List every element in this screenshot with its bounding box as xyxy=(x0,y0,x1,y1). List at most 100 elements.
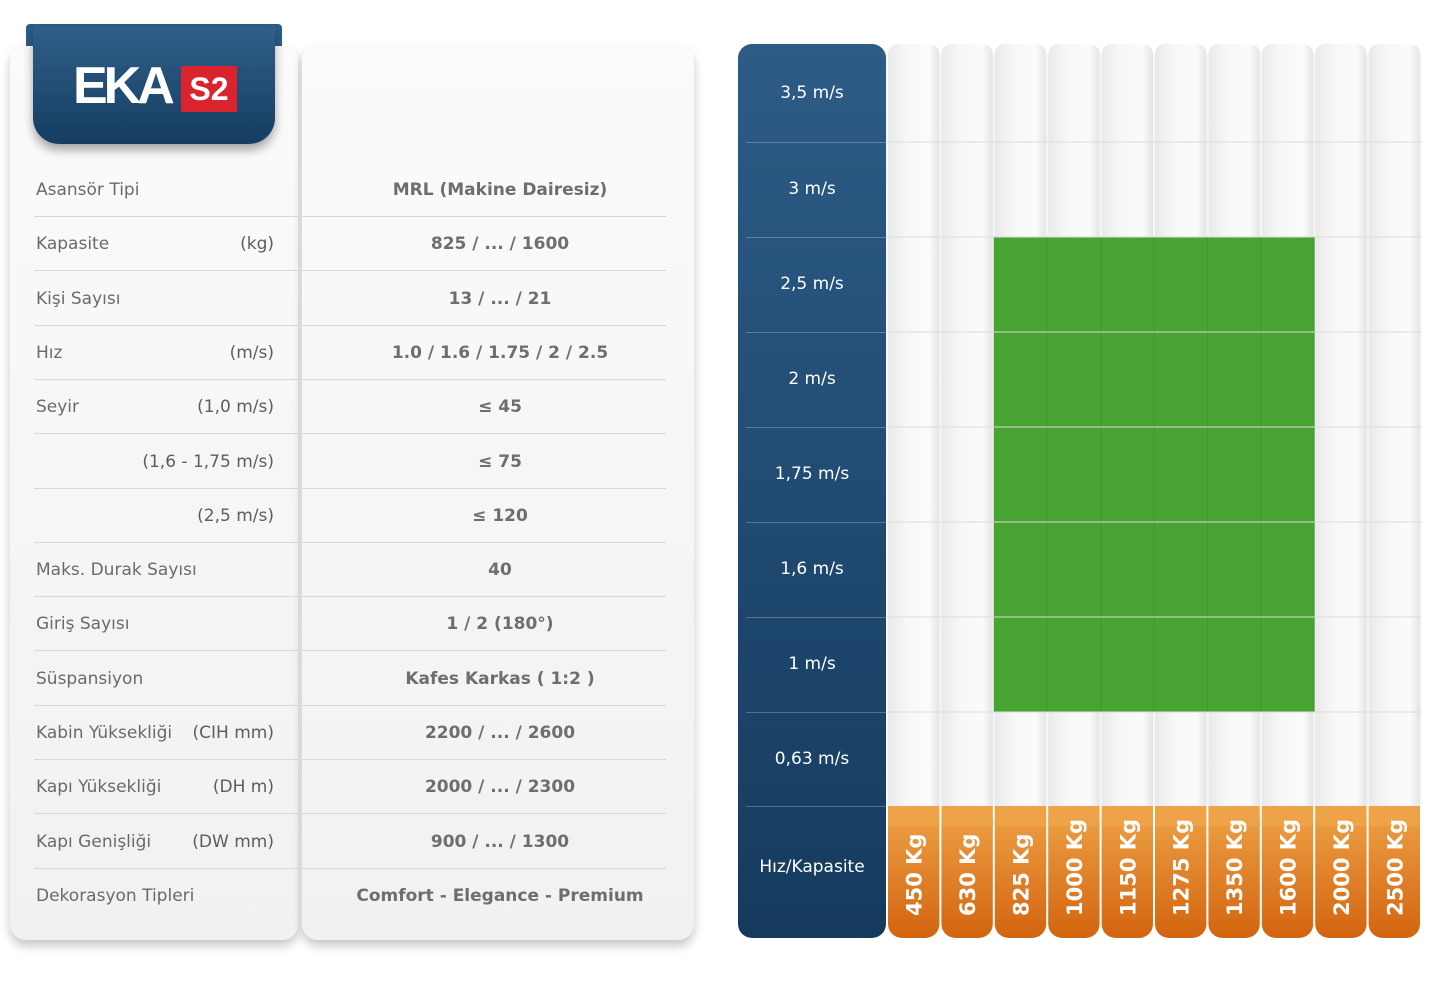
row-divider xyxy=(34,378,298,380)
available-cell xyxy=(1260,332,1315,427)
capacity-header-tab xyxy=(1368,806,1420,938)
spec-unit: (2,5 m/s) xyxy=(197,505,274,526)
available-cell xyxy=(1047,617,1102,712)
spec-row: Dekorasyon Tipleri Comfort - Elegance - P… xyxy=(0,869,1440,923)
row-divider xyxy=(300,704,666,706)
row-divider xyxy=(300,433,666,435)
row-divider xyxy=(300,759,666,760)
spec-row: Süspansiyon Kafes Karkas ( 1:2 ) xyxy=(0,652,1440,706)
spec-value: Comfort - Elegance - Premium xyxy=(356,885,644,906)
available-cell xyxy=(993,522,1048,617)
row-divider xyxy=(300,378,666,380)
capacity-header-tab xyxy=(1048,806,1100,938)
capacity-header-top xyxy=(1315,806,1367,826)
capacity-header-tab xyxy=(1155,806,1207,938)
capacity-header-top xyxy=(1261,806,1314,826)
available-cell xyxy=(1260,617,1315,712)
spec-row: Seyir (1,0 m/s) ≤ 45 xyxy=(0,380,1440,435)
capacity-header-tab xyxy=(1261,806,1314,938)
spec-row: Giriş Sayısı 1 / 2 (180°) xyxy=(0,597,1440,652)
spec-unit: (DW mm) xyxy=(192,831,274,852)
corner-label: Hız/Kapasite xyxy=(759,857,865,877)
capacity-header-top xyxy=(1048,806,1100,826)
speed-column: 3,5 m/s 3 m/s 2,5 m/s 2 m/s 1,75 m/s 1,6 m/s 1… xyxy=(738,44,886,938)
available-cell xyxy=(993,332,1048,427)
row-divider xyxy=(34,216,298,217)
spec-row: Maks. Durak Sayısı 40 xyxy=(0,543,1440,598)
row-divider xyxy=(34,270,298,272)
spec-value: ≤ 45 xyxy=(478,397,522,418)
spec-row: (1,6 - 1,75 m/s) ≤ 75 xyxy=(0,435,1440,489)
available-cell xyxy=(1207,427,1262,522)
spec-row: Kapasite (kg) 825 / ... / 1600 xyxy=(0,217,1440,272)
speed-label: 1,75 m/s xyxy=(774,464,850,484)
row-divider xyxy=(300,270,666,272)
capacity-header-tab xyxy=(1315,806,1367,938)
logo-text: EKA xyxy=(73,57,175,115)
row-divider xyxy=(300,216,666,217)
capacity-label: 630 Kg xyxy=(956,834,980,916)
row-divider xyxy=(34,867,298,869)
speed-label: 3 m/s xyxy=(788,179,836,199)
available-cell xyxy=(1100,427,1155,522)
capacity-header-top xyxy=(1155,806,1207,826)
capacity-header-top xyxy=(1368,806,1420,826)
spec-value: MRL (Makine Dairesiz) xyxy=(392,180,608,200)
row-divider xyxy=(34,650,298,652)
spec-unit: (kg) xyxy=(240,234,274,255)
row-divider xyxy=(300,596,666,598)
speed-divider xyxy=(746,806,886,807)
capacity-label: 1275 Kg xyxy=(1170,819,1194,916)
row-divider xyxy=(34,704,298,706)
available-cell xyxy=(1100,332,1155,427)
available-cell xyxy=(1260,427,1315,522)
capacity-column-bg xyxy=(1315,44,1367,816)
spec-label: Asansör Tipi xyxy=(36,180,140,200)
spec-label: Kabin Yüksekliği xyxy=(36,723,173,743)
available-cell xyxy=(1154,332,1208,427)
spec-label: Seyir xyxy=(36,397,80,418)
row-divider xyxy=(300,650,666,652)
capacity-header-top xyxy=(941,806,993,826)
row-divider xyxy=(300,813,666,815)
spec-label: Kapı Genişliği xyxy=(36,831,152,852)
row-divider xyxy=(300,867,666,869)
spec-label: Dekorasyon Tipleri xyxy=(36,885,195,906)
capacity-label: 1350 Kg xyxy=(1223,819,1247,916)
available-cell xyxy=(1207,522,1262,617)
speed-label: 1 m/s xyxy=(788,654,836,674)
logo-badge: S2 xyxy=(181,66,237,112)
row-divider xyxy=(34,813,298,815)
capacity-header-top xyxy=(1101,806,1153,826)
spec-value: 2000 / ... / 2300 xyxy=(424,777,576,798)
speed-divider xyxy=(746,617,886,618)
available-cell xyxy=(1154,522,1208,617)
spec-unit: (CIH mm) xyxy=(192,723,274,743)
logo: EKA S2 xyxy=(33,26,275,144)
capacity-label: 1600 Kg xyxy=(1277,819,1301,916)
capacity-label: 1150 Kg xyxy=(1116,819,1140,916)
speed-label: 3,5 m/s xyxy=(780,83,844,103)
spec-row: Hız (m/s) 1.0 / 1.6 / 1.75 / 2 / 2.5 xyxy=(0,326,1440,380)
spec-value: ≤ 75 xyxy=(478,451,522,472)
available-cell xyxy=(1260,237,1315,332)
capacity-label: 450 Kg xyxy=(903,834,927,916)
capacity-label: 825 Kg xyxy=(1010,834,1034,916)
capacity-header-tab xyxy=(941,806,993,938)
speed-divider xyxy=(746,522,886,523)
row-divider xyxy=(34,759,298,760)
spec-unit: (m/s) xyxy=(229,342,274,363)
spec-unit: (1,0 m/s) xyxy=(197,397,274,418)
capacity-column-bg xyxy=(1368,44,1420,816)
spec-label: Kapasite xyxy=(36,234,110,255)
available-cell xyxy=(1154,427,1208,522)
spec-value-panel xyxy=(302,44,694,940)
spec-value: 900 / ... / 1300 xyxy=(430,831,570,852)
row-divider xyxy=(34,596,298,598)
available-cell xyxy=(1047,427,1102,522)
row-divider xyxy=(300,487,666,489)
spec-value: 1.0 / 1.6 / 1.75 / 2 / 2.5 xyxy=(391,342,609,363)
speed-divider xyxy=(746,712,886,713)
spec-label: Kapı Yüksekliği xyxy=(36,777,162,798)
